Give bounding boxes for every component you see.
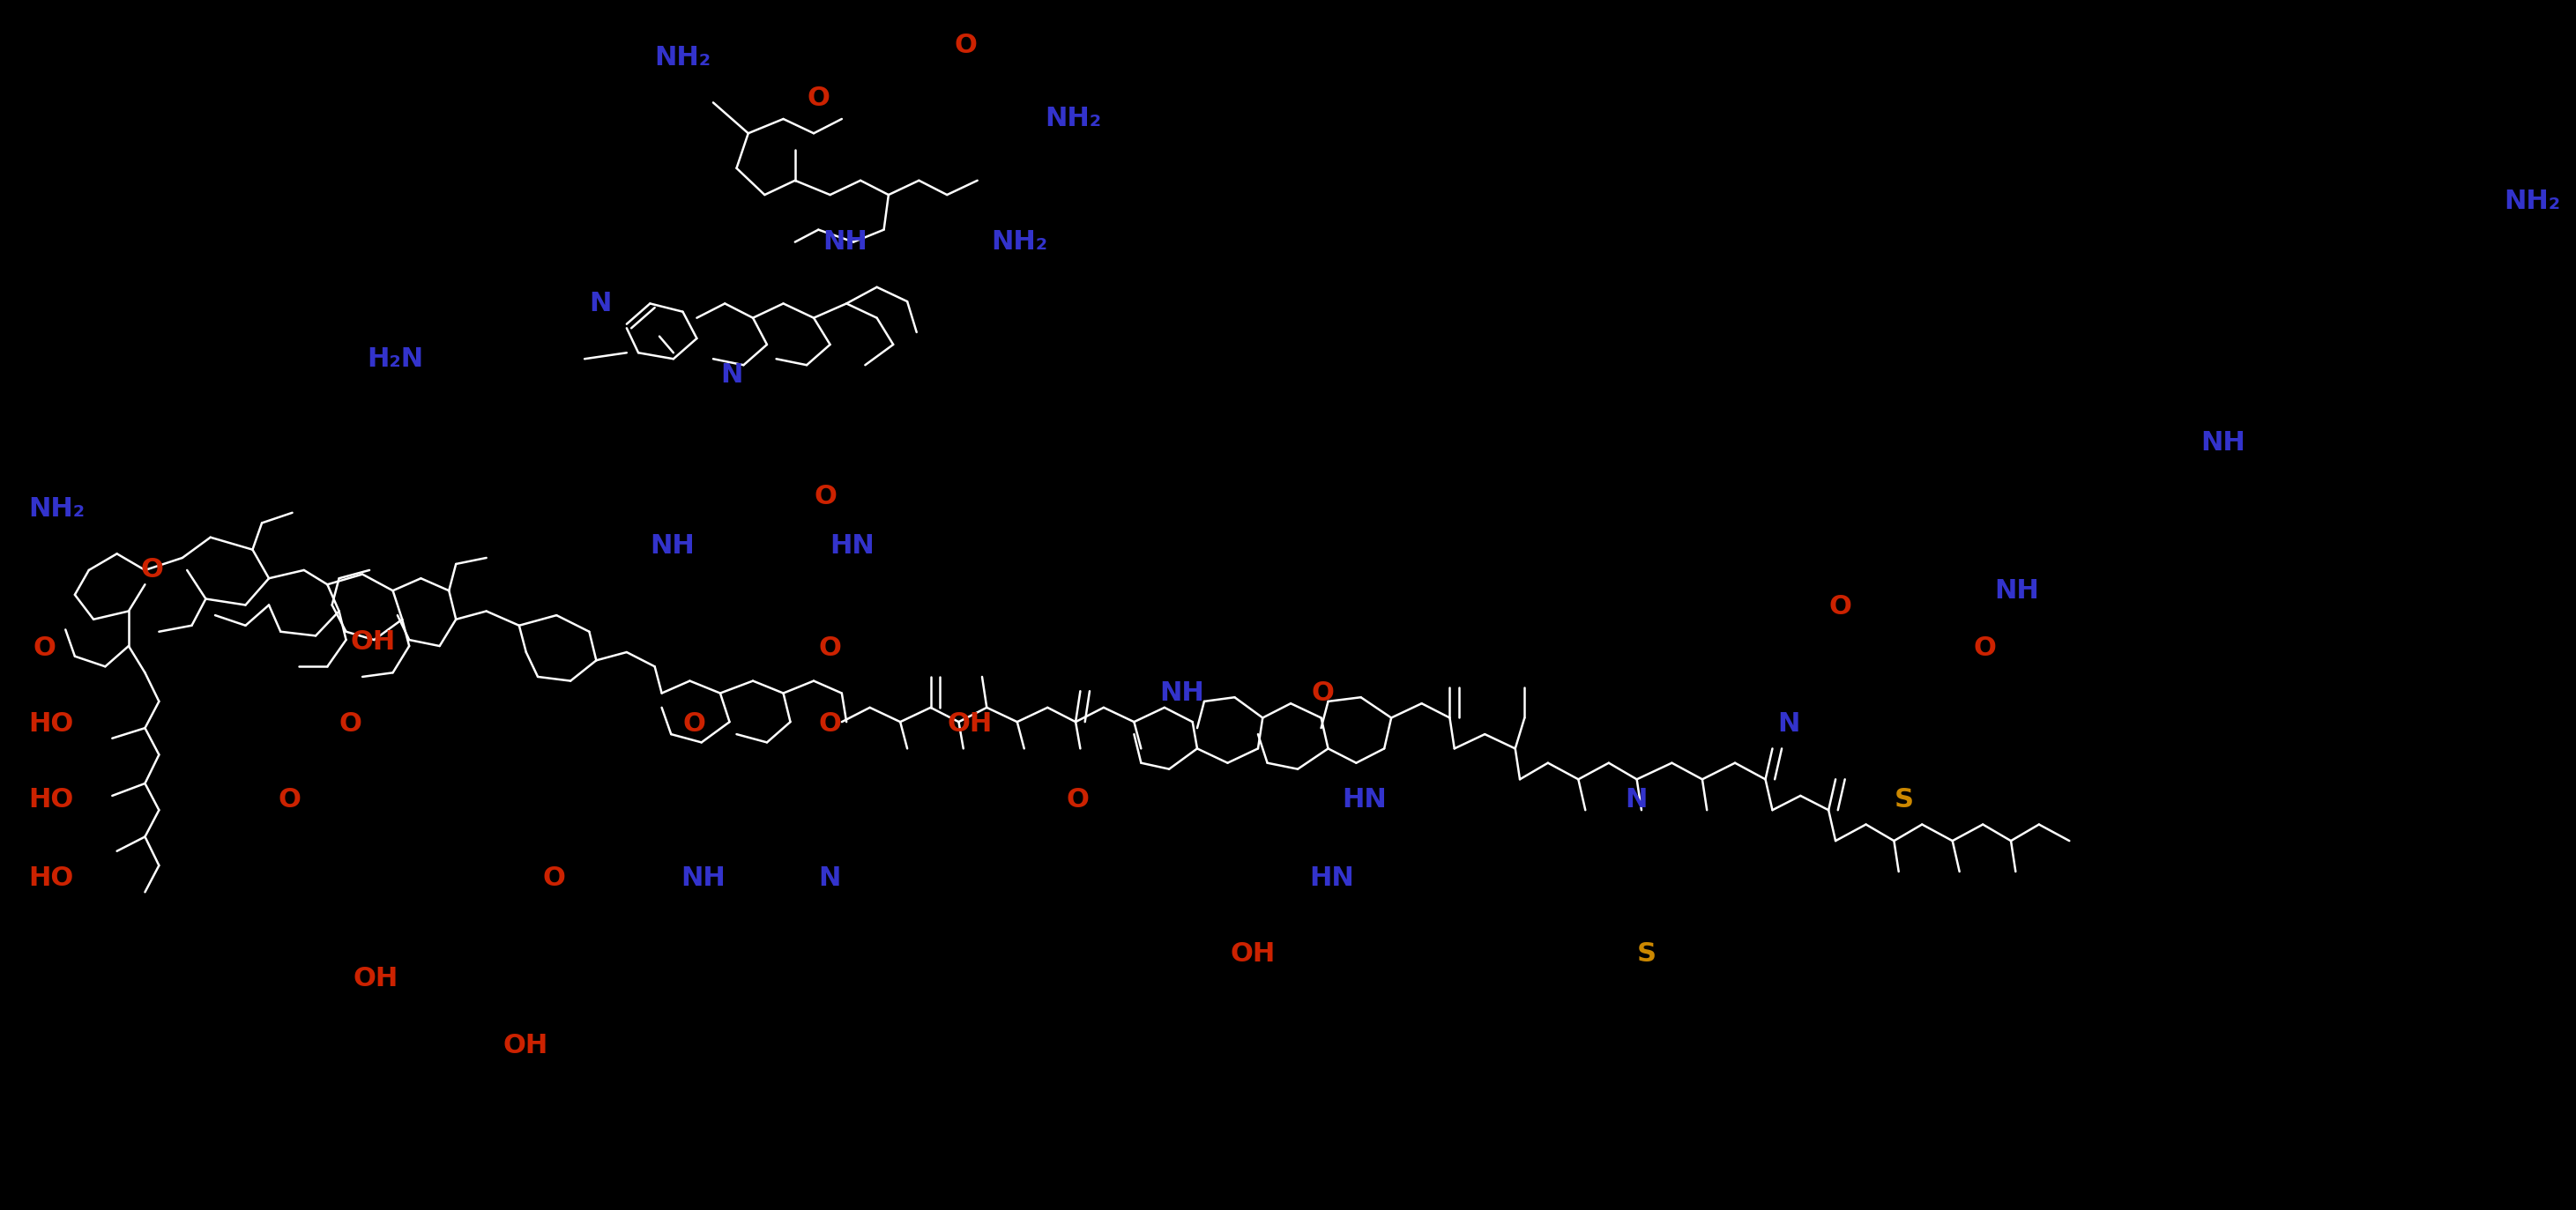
Text: O: O (953, 33, 976, 58)
Text: H₂N: H₂N (368, 346, 422, 371)
Text: NH: NH (2200, 431, 2246, 456)
Text: O: O (340, 711, 361, 737)
Text: O: O (1311, 680, 1334, 705)
Text: OH: OH (502, 1033, 549, 1059)
Text: N: N (1777, 711, 1801, 737)
Text: O: O (819, 711, 842, 737)
Text: NH₂: NH₂ (28, 496, 85, 522)
Text: O: O (33, 635, 57, 661)
Text: NH: NH (680, 865, 726, 891)
Text: OH: OH (1229, 941, 1275, 967)
Text: NH₂: NH₂ (654, 45, 711, 70)
Text: OH: OH (350, 629, 397, 655)
Text: HO: HO (28, 711, 72, 737)
Text: O: O (1066, 787, 1090, 813)
Text: HN: HN (829, 532, 876, 558)
Text: O: O (1829, 594, 1852, 620)
Text: HN: HN (1309, 865, 1355, 891)
Text: NH: NH (1994, 578, 2040, 604)
Text: N: N (1625, 787, 1649, 813)
Text: HO: HO (28, 787, 72, 813)
Text: N: N (590, 290, 611, 316)
Text: O: O (806, 86, 829, 111)
Text: HN: HN (1342, 787, 1386, 813)
Text: NH: NH (1159, 680, 1206, 705)
Text: N: N (721, 363, 742, 388)
Text: O: O (683, 711, 706, 737)
Text: S: S (1893, 787, 1914, 813)
Text: O: O (278, 787, 301, 813)
Text: O: O (544, 865, 564, 891)
Text: NH₂: NH₂ (2504, 189, 2561, 214)
Text: O: O (1973, 635, 1996, 661)
Text: HO: HO (28, 865, 72, 891)
Text: N: N (819, 865, 840, 891)
Text: O: O (139, 558, 162, 583)
Text: OH: OH (353, 966, 399, 991)
Text: NH: NH (649, 532, 696, 558)
Text: OH: OH (948, 711, 992, 737)
Text: NH: NH (824, 229, 868, 255)
Text: NH₂: NH₂ (992, 229, 1048, 255)
Text: O: O (814, 484, 837, 509)
Text: O: O (819, 635, 842, 661)
Text: NH₂: NH₂ (1046, 106, 1103, 132)
Text: S: S (1636, 941, 1656, 967)
